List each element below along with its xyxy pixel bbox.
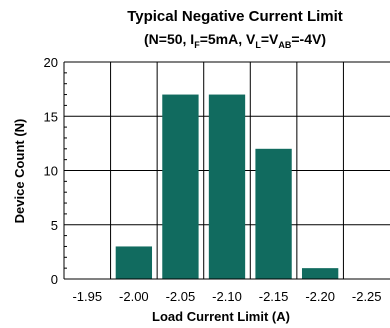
bar: [115, 246, 153, 279]
y-tick-labels: 0 5 10 15 20: [44, 55, 58, 287]
y-tick-label: 0: [51, 272, 58, 287]
y-tick-label: 20: [44, 55, 58, 70]
bar: [162, 94, 199, 279]
x-tick-label: -2.10: [212, 289, 242, 304]
bars: [115, 94, 339, 279]
x-axis-label: Load Current Limit (A): [152, 309, 290, 324]
bar: [208, 94, 246, 279]
bar: [301, 268, 339, 279]
x-tick-labels: -1.95 -2.00 -2.05 -2.10 -2.15 -2.20 -2.25: [72, 289, 381, 304]
x-tick-label: -2.05: [166, 289, 196, 304]
chart-subtitle: (N=50, IF=5mA, VL=VAB=-4V): [144, 31, 326, 50]
x-tick-label: -2.15: [259, 289, 289, 304]
y-tick-label: 15: [44, 109, 58, 124]
x-tick-label: -1.95: [72, 289, 102, 304]
axes: [63, 62, 390, 280]
x-tick-label: -2.25: [352, 289, 382, 304]
x-tick-label: -2.20: [305, 289, 335, 304]
grid: [64, 61, 390, 279]
y-tick-label: 5: [51, 218, 58, 233]
x-tick-label: -2.00: [119, 289, 149, 304]
y-tick-label: 10: [44, 164, 58, 179]
y-axis-label: Device Count (N): [12, 119, 27, 224]
chart-title: Typical Negative Current Limit: [127, 8, 343, 25]
bar: [255, 148, 292, 279]
